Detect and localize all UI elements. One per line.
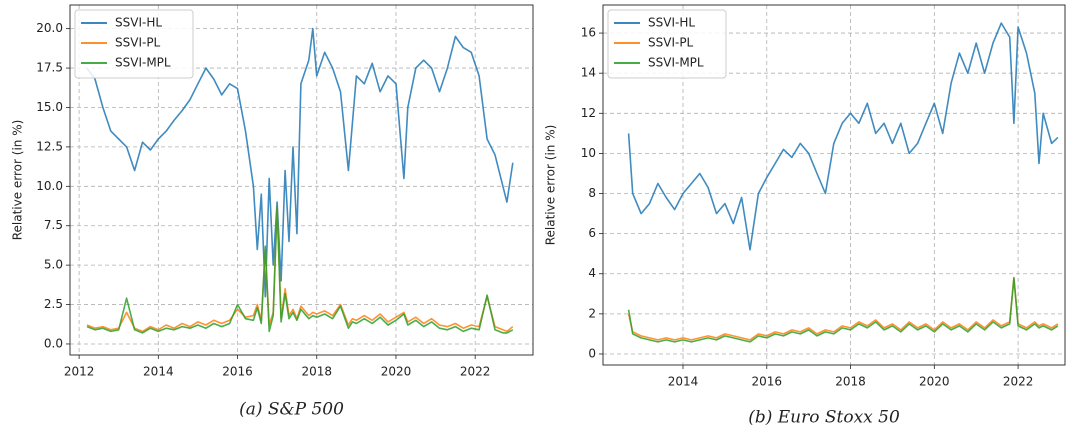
y-tick-label: 5.0 [44, 258, 63, 272]
y-tick-label: 20.0 [36, 21, 63, 35]
caption: (a) S&P 500 [239, 400, 344, 420]
legend-box [74, 9, 194, 79]
caption: (b) Euro Stoxx 50 [748, 408, 900, 428]
y-axis-label: Relative error (in %) [544, 125, 558, 246]
legend-label: SSVI-PL [115, 36, 161, 50]
y-tick-label: 2.5 [44, 297, 63, 311]
y-tick-label: 10 [581, 146, 596, 160]
legend-label: SSVI-MPL [115, 56, 171, 70]
legend-label: SSVI-MPL [648, 56, 704, 70]
x-tick-label: 2018 [301, 365, 332, 379]
y-tick-label: 17.5 [36, 61, 63, 75]
legend-label: SSVI-PL [648, 36, 694, 50]
x-tick-label: 2016 [222, 365, 253, 379]
x-tick-label: 2012 [64, 365, 95, 379]
series-line [86, 206, 514, 333]
plot-frame [69, 4, 534, 356]
y-tick-label: 6 [588, 226, 596, 240]
y-tick-label: 12.5 [36, 139, 63, 153]
series-line [627, 22, 1059, 251]
y-tick-label: 14 [581, 66, 596, 80]
y-tick-label: 4 [588, 266, 596, 280]
subplot: 2012 2014 2016 2018 2020 2022 0.0 2.5 5.0 7.5 10.0… [11, 4, 534, 420]
y-tick-label: 0 [588, 346, 596, 360]
series-line [86, 27, 514, 298]
x-tick-label: 2022 [1003, 375, 1034, 389]
legend-label: SSVI-HL [648, 16, 695, 30]
y-axis-label: Relative error (in %) [11, 120, 25, 241]
plot-frame [602, 4, 1066, 366]
x-tick-label: 2020 [381, 365, 412, 379]
subplot: 2014 2016 2018 2020 2022 0 2 4 6 8 10 12 14 16 SSVI-HL… [544, 4, 1066, 428]
y-tick-label: 12 [581, 106, 596, 120]
legend-label: SSVI-HL [115, 16, 162, 30]
y-tick-label: 16 [581, 26, 596, 40]
y-tick-label: 8 [588, 186, 596, 200]
x-tick-label: 2018 [835, 375, 866, 389]
x-tick-label: 2016 [751, 375, 782, 389]
series-line [627, 277, 1059, 341]
series-line [627, 277, 1059, 343]
y-tick-label: 0.0 [44, 336, 63, 350]
legend-box [607, 9, 727, 79]
y-tick-label: 15.0 [36, 100, 63, 114]
y-tick-label: 10.0 [36, 179, 63, 193]
x-tick-label: 2020 [919, 375, 950, 389]
x-tick-label: 2014 [143, 365, 174, 379]
y-tick-label: 7.5 [44, 218, 63, 232]
series-line [86, 206, 514, 334]
x-tick-label: 2014 [668, 375, 699, 389]
x-tick-label: 2022 [460, 365, 491, 379]
y-tick-label: 2 [588, 306, 596, 320]
